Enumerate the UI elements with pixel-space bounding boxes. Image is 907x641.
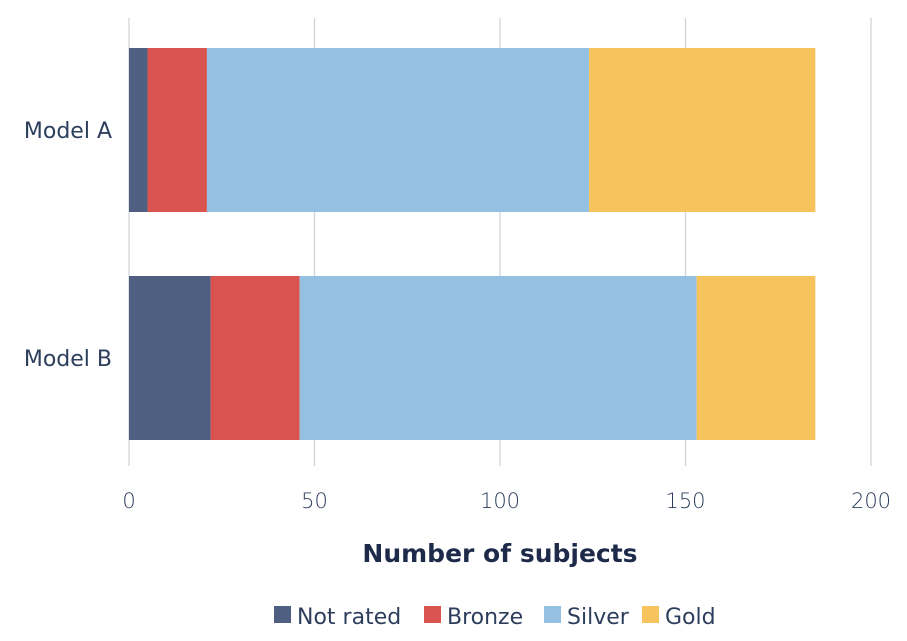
bar-bronze-model-b — [210, 276, 300, 440]
legend: Not rated Bronze Silver Gold — [274, 605, 716, 630]
bar-not-rated-model-a — [129, 48, 148, 212]
x-tick-label: 0 — [122, 489, 135, 513]
legend-swatch — [642, 606, 659, 623]
legend-swatch — [424, 606, 441, 623]
bar-not-rated-model-b — [129, 276, 211, 440]
legend-swatch — [274, 606, 291, 623]
x-tick-label: 100 — [480, 489, 520, 513]
x-tick-label: 200 — [851, 489, 891, 513]
bar-gold-model-a — [589, 48, 816, 212]
bars — [129, 48, 816, 440]
legend-label: Gold — [665, 605, 716, 630]
category-label: Model A — [24, 119, 112, 144]
legend-label: Not rated — [297, 605, 401, 630]
x-axis-title: Number of subjects — [362, 539, 637, 568]
x-tick-label: 50 — [301, 489, 328, 513]
bar-silver-model-b — [299, 276, 697, 440]
bar-silver-model-a — [206, 48, 590, 212]
category-label: Model B — [24, 347, 112, 372]
bar-bronze-model-a — [147, 48, 207, 212]
x-tick-labels: 0 50 100 150 200 — [122, 489, 891, 513]
x-tick-label: 150 — [665, 489, 705, 513]
bar-gold-model-b — [696, 276, 816, 440]
legend-swatch — [544, 606, 561, 623]
category-labels: Model A Model B — [24, 119, 112, 372]
legend-label: Bronze — [447, 605, 523, 630]
legend-label: Silver — [567, 605, 630, 630]
